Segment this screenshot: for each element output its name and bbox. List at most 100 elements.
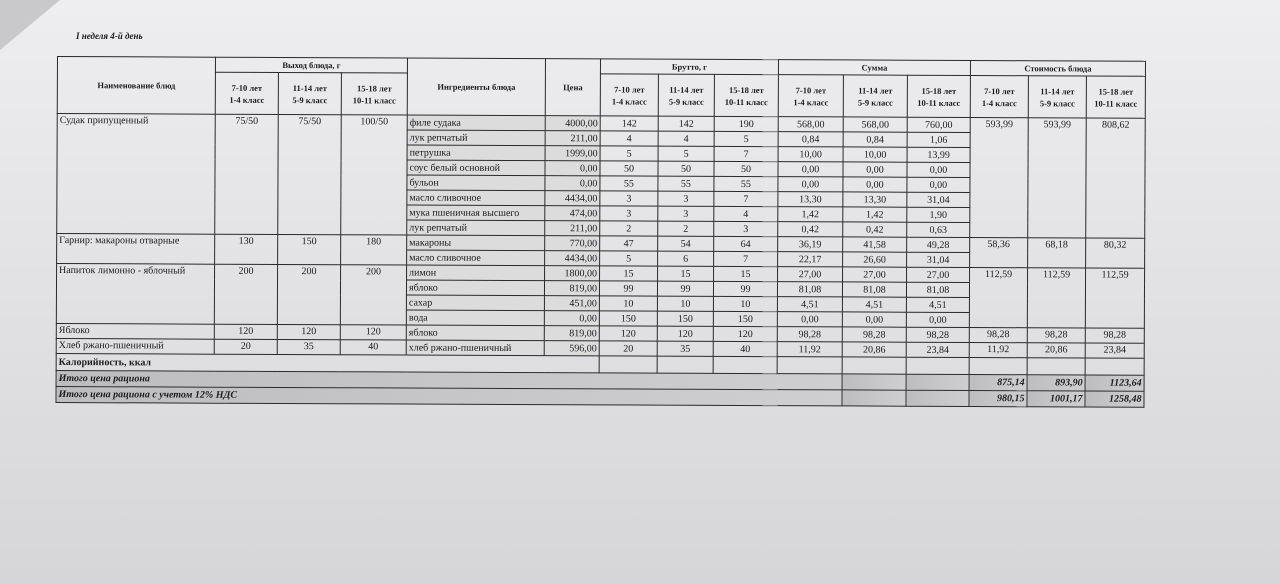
- ingredient-brutto: 10: [599, 295, 658, 312]
- dish-output: 150: [277, 234, 341, 265]
- dish-output: 20: [214, 339, 278, 355]
- ingredient-sum: 31,04: [906, 192, 970, 208]
- ingredient-sum: 98,28: [906, 327, 970, 343]
- ingredient-brutto: 120: [599, 325, 658, 342]
- ingredient-name: масло сливочное: [406, 190, 545, 206]
- ingredient-sum: 81,08: [777, 281, 843, 297]
- ingredient-sum: 0,00: [842, 176, 907, 193]
- ingredient-brutto: 2: [599, 220, 658, 237]
- ingredient-sum: 81,08: [906, 282, 970, 298]
- document-title: I неделя 4-й день: [76, 31, 143, 41]
- header-dish-name: Наименование блюд: [57, 56, 216, 115]
- ingredient-sum: 13,30: [777, 191, 843, 207]
- dish-cost: 68,18: [1027, 237, 1086, 268]
- calories-cell: [1085, 357, 1145, 376]
- ingredient-brutto: 64: [713, 236, 778, 252]
- ingredient-brutto: 20: [599, 340, 658, 357]
- total-row-empty: [842, 373, 907, 391]
- ingredient-sum: 0,00: [906, 162, 971, 178]
- ingredient-brutto: 5: [599, 250, 658, 267]
- ingredient-sum: 81,08: [842, 281, 907, 298]
- menu-table: Наименование блюд Выход блюда, г Ингреди…: [55, 56, 1146, 408]
- dish-output: 35: [277, 339, 341, 355]
- ingredient-sum: 0,42: [842, 221, 907, 238]
- calories-cell: [599, 355, 658, 374]
- ingredient-name: яблоко: [406, 325, 545, 341]
- header-brutto-group: Брутто, г: [600, 58, 779, 75]
- ingredient-brutto: 50: [713, 161, 779, 177]
- ingredient-brutto: 15: [599, 265, 658, 282]
- dish-output: 180: [340, 234, 407, 266]
- ingredient-brutto: 50: [599, 160, 659, 177]
- ingredient-brutto: 5: [714, 131, 779, 147]
- ingredient-price: 0,00: [544, 310, 600, 326]
- ingredient-sum: 0,00: [777, 161, 844, 177]
- dish-name: Гарнир: макароны отварные: [56, 233, 215, 265]
- ingredient-brutto: 99: [657, 281, 714, 297]
- ingredient-brutto: 190: [714, 116, 779, 132]
- ingredient-brutto: 35: [657, 341, 714, 357]
- ingredient-sum: 13,30: [842, 191, 907, 208]
- ingredient-price: 4434,00: [544, 190, 600, 206]
- header-sum-age-2: 11-14 лет 5-9 класс: [843, 74, 908, 118]
- dish-cost: 80,32: [1085, 237, 1145, 269]
- ingredient-brutto: 3: [713, 221, 778, 237]
- ingredient-name: яблоко: [406, 280, 545, 296]
- dish-cost: 593,99: [1027, 117, 1087, 238]
- ingredient-name: петрушка: [407, 145, 546, 161]
- ingredient-name: лук репчатый: [406, 220, 545, 236]
- ingredient-brutto: 40: [713, 341, 778, 357]
- ingredient-sum: 0,00: [842, 161, 908, 178]
- dish-cost: 112,59: [1085, 267, 1145, 329]
- ingredient-brutto: 54: [657, 236, 714, 252]
- ingredient-brutto: 55: [657, 176, 714, 192]
- total-vat-row-empty: [905, 390, 970, 407]
- ingredient-sum: 0,84: [843, 131, 908, 148]
- ingredient-sum: 27,00: [777, 266, 843, 282]
- ingredient-sum: 760,00: [907, 117, 971, 133]
- dish-name: Яблоко: [56, 323, 215, 340]
- ingredient-price: 451,00: [544, 295, 600, 311]
- ingredient-sum: 22,17: [777, 251, 843, 267]
- header-price: Цена: [545, 58, 601, 116]
- total-vat-row-empty: [841, 389, 907, 407]
- ingredient-name: бульон: [406, 175, 545, 191]
- dish-cost: 593,99: [969, 117, 1029, 238]
- dish-cost: 808,62: [1085, 117, 1146, 239]
- ingredient-brutto: 15: [713, 266, 778, 282]
- ingredient-brutto: 4: [713, 206, 778, 222]
- dish-output: 200: [277, 264, 341, 325]
- ingredient-brutto: 142: [658, 116, 715, 132]
- ingredient-name: вода: [406, 310, 545, 326]
- dish-cost: 58,36: [969, 237, 1028, 268]
- calories-cell: [842, 356, 907, 375]
- ingredient-name: филе судака: [407, 115, 546, 131]
- ingredient-sum: 1,42: [777, 206, 843, 222]
- ingredient-brutto: 7: [713, 191, 778, 207]
- dish-name: Судак припущенный: [56, 113, 216, 235]
- ingredient-name: лук репчатый: [407, 130, 546, 146]
- dish-output: 120: [340, 324, 407, 341]
- header-brutto-age-2: 11-14 лет 5-9 класс: [658, 74, 715, 117]
- ingredient-brutto: 99: [599, 280, 658, 297]
- dish-output: 200: [214, 264, 278, 325]
- ingredient-price: 1800,00: [544, 265, 600, 281]
- ingredient-sum: 49,28: [906, 237, 970, 253]
- ingredient-brutto: 3: [599, 205, 658, 222]
- ingredient-sum: 4,51: [906, 297, 970, 313]
- ingredient-sum: 20,86: [842, 341, 907, 358]
- ingredient-sum: 98,28: [842, 326, 907, 343]
- ingredient-brutto: 3: [599, 190, 658, 207]
- header-cost-age-3: 15-18 лет 10-11 класс: [1086, 75, 1146, 119]
- ingredient-price: 819,00: [544, 325, 600, 341]
- dish-output: 120: [214, 324, 278, 340]
- dish-output: 75/50: [214, 114, 279, 235]
- ingredient-sum: 26,60: [842, 251, 907, 268]
- ingredient-brutto: 7: [713, 251, 778, 267]
- dish-cost: 20,86: [1027, 342, 1086, 358]
- ingredient-brutto: 3: [657, 191, 714, 207]
- total-row-empty: [906, 374, 970, 391]
- ingredient-name: лимон: [406, 265, 545, 281]
- ingredient-brutto: 55: [713, 176, 778, 192]
- ingredient-name: хлеб ржано-пшеничный: [406, 340, 545, 356]
